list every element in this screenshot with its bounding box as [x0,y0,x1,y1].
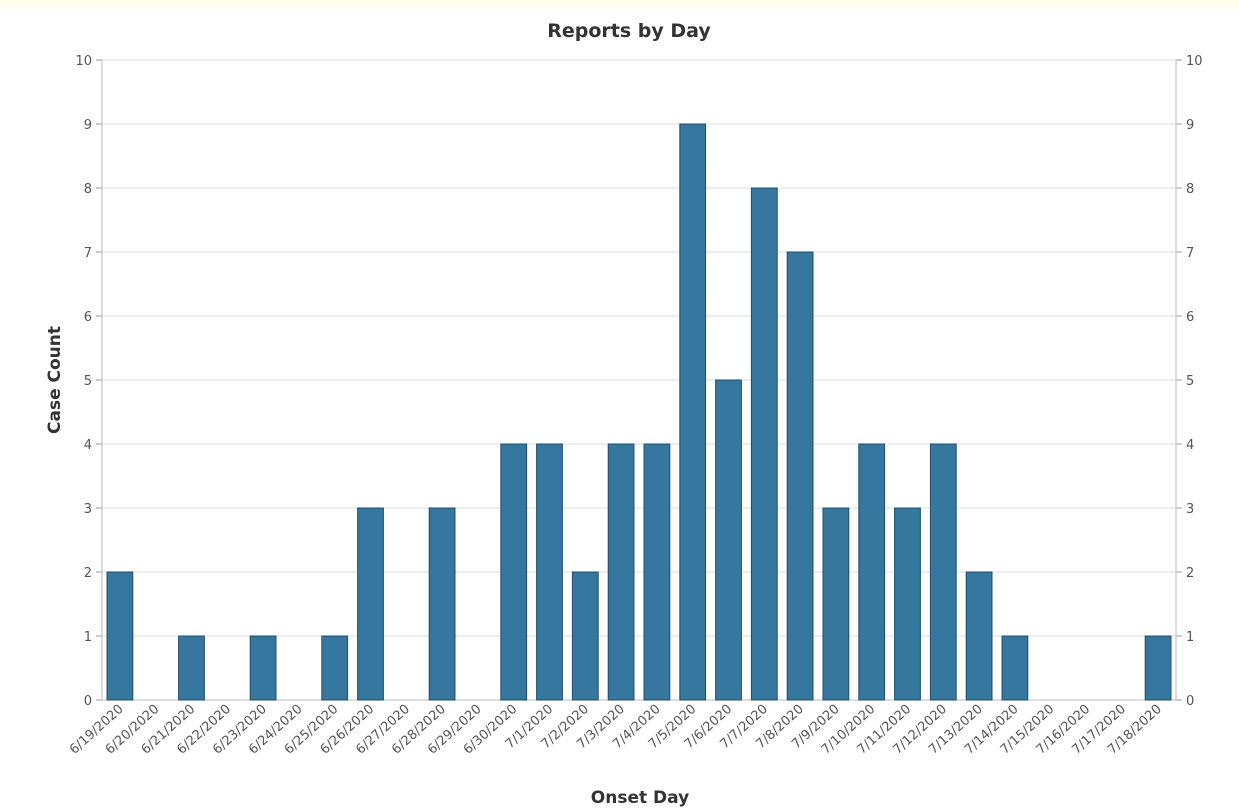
bar[interactable] [536,443,563,701]
y-tick-label-right: 4 [1186,438,1194,453]
y-tick-label-left: 1 [84,630,92,645]
y-tick-label-right: 8 [1186,182,1194,197]
y-tick-label-left: 4 [84,438,92,453]
bar[interactable] [1001,635,1029,701]
y-tick-label-left: 8 [84,182,92,197]
y-tick-label-left: 0 [84,694,92,709]
y-tick-label-right: 6 [1186,310,1194,325]
bar[interactable] [1144,635,1172,701]
bar[interactable] [715,379,742,701]
bar[interactable] [607,443,635,701]
bar[interactable] [643,443,671,701]
y-tick-label-left: 7 [84,246,92,261]
bar[interactable] [894,507,921,701]
bar[interactable] [571,571,599,701]
y-tick-label-left: 6 [84,310,92,325]
bar[interactable] [858,443,886,701]
bar[interactable] [929,443,957,701]
y-tick-label-right: 0 [1186,694,1194,709]
x-axis-title: Onset Day [591,788,689,808]
y-tick-label-right: 3 [1186,502,1194,517]
y-tick-label-right: 1 [1186,630,1194,645]
bar[interactable] [750,187,778,701]
bar[interactable] [106,571,134,701]
bar[interactable] [822,507,850,701]
bar[interactable] [679,123,707,701]
y-tick-label-left: 2 [84,566,92,581]
bar[interactable] [965,571,993,701]
bar[interactable] [178,635,205,701]
y-tick-label-right: 9 [1186,118,1194,133]
y-tick-label-right: 5 [1186,374,1194,389]
y-tick-label-left: 10 [75,54,92,69]
y-tick-label-right: 10 [1186,54,1203,69]
bar[interactable] [321,635,349,701]
bars [106,123,1172,701]
gridlines [102,59,1176,701]
y-tick-label-right: 7 [1186,246,1194,261]
y-tick-label-left: 9 [84,118,92,133]
bar[interactable] [786,251,814,701]
bar[interactable] [357,507,384,701]
bar[interactable] [500,443,528,701]
axes: 0 0 1 1 2 2 3 3 4 4 5 5 6 6 7 7 8 8 9 9 10 10 [75,54,1202,709]
y-axis-title: Case Count [45,326,65,434]
y-tick-label-left: 5 [84,374,92,389]
bar[interactable] [428,507,456,701]
y-tick-label-left: 3 [84,502,92,517]
chart-title: Reports by Day [547,20,711,42]
bar[interactable] [249,635,277,701]
y-tick-label-right: 2 [1186,566,1194,581]
x-tick-labels: 6/19/20206/20/20206/21/20206/22/20206/23… [67,702,1165,758]
top-strip [0,0,1239,9]
